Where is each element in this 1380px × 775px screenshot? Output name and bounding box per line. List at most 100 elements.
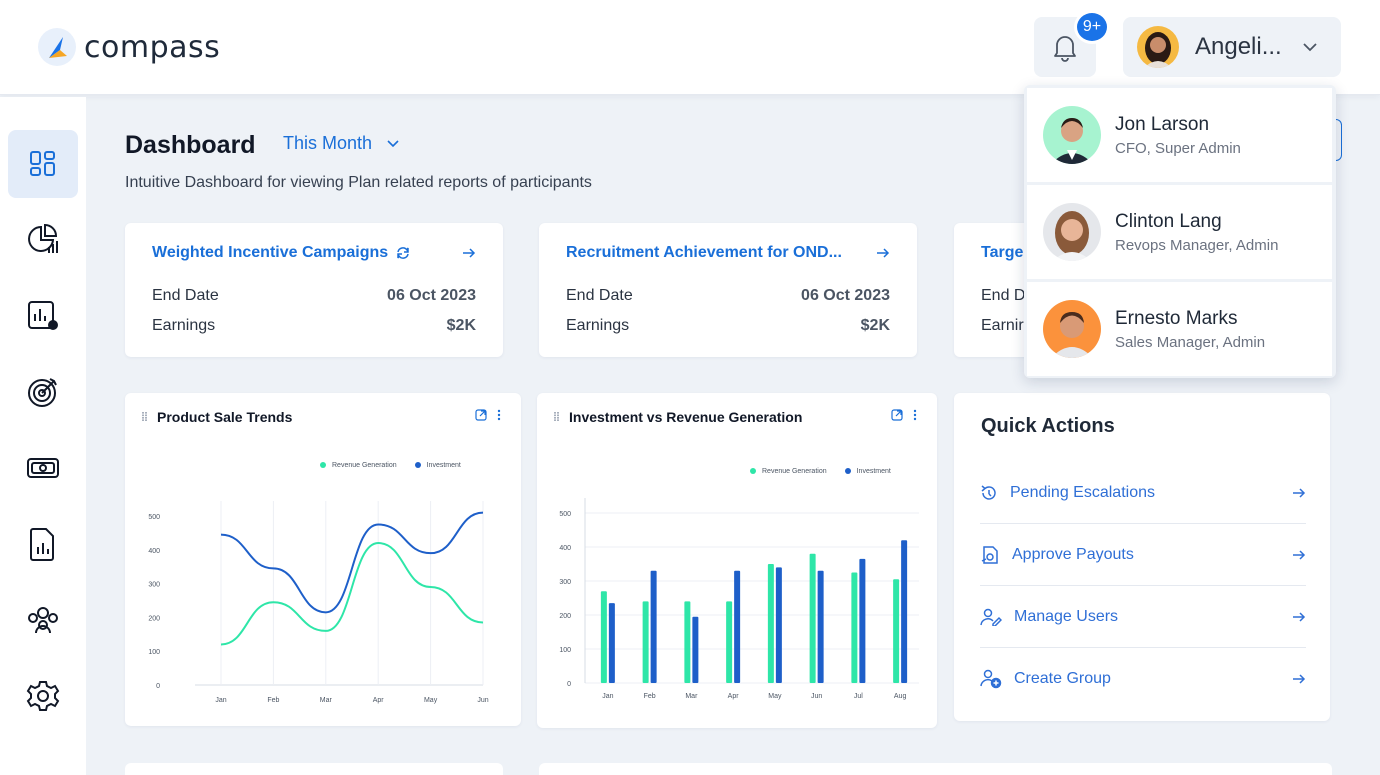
y-tick-label: 500 xyxy=(148,514,160,521)
sidebar-item-targets[interactable] xyxy=(8,358,78,426)
period-label: This Month xyxy=(283,133,373,153)
quick-action-label: Create Group xyxy=(1014,670,1111,687)
bar-revenue-generation xyxy=(726,601,733,683)
legend-investment: Investment xyxy=(414,462,461,469)
end-date-row: End D xyxy=(981,287,1025,305)
y-tick-label: 300 xyxy=(559,579,571,586)
user-option-ernesto-marks[interactable]: Ernesto Marks Sales Manager, Admin xyxy=(1027,282,1332,376)
arrow-right-icon xyxy=(1293,549,1306,560)
end-date-label: End Date xyxy=(566,287,633,304)
notification-badge: 9+ xyxy=(1074,10,1110,44)
arrow-right-icon[interactable] xyxy=(876,247,890,259)
y-tick-label: 400 xyxy=(148,548,160,555)
bar-revenue-generation xyxy=(684,601,691,683)
y-tick-label: 0 xyxy=(156,683,160,690)
x-tick-label: May xyxy=(424,697,438,704)
bar-investment xyxy=(817,570,824,683)
campaign-title: Weighted Incentive Campaigns xyxy=(152,244,389,261)
sidebar-item-documents[interactable] xyxy=(8,510,78,578)
x-tick-label: Mar xyxy=(320,697,333,704)
user-menu-button[interactable]: Angeli... xyxy=(1123,17,1341,77)
user-option-clinton-lang[interactable]: Clinton Lang Revops Manager, Admin xyxy=(1027,185,1332,279)
earnings-value: $2K xyxy=(860,317,890,334)
more-vertical-icon[interactable] xyxy=(497,409,501,421)
x-tick-label: May xyxy=(768,693,782,700)
earnings-label: Earnings xyxy=(152,317,216,334)
campaign-title-row[interactable]: Weighted Incentive Campaigns xyxy=(152,244,410,262)
chart-header: ⁞⁞ Product Sale Trends xyxy=(141,409,292,425)
campaign-card[interactable]: Targe End D Earnir xyxy=(954,223,1034,357)
y-tick-label: 500 xyxy=(559,511,571,518)
expand-icon[interactable] xyxy=(475,409,487,421)
sidebar-item-payouts[interactable] xyxy=(8,434,78,502)
quick-action-manage-users[interactable]: Manage Users xyxy=(980,586,1306,648)
earnings-row: Earnir xyxy=(981,317,1024,335)
earnings-row: Earnings $2K xyxy=(152,317,476,335)
chart-legend: Revenue Generation Investment xyxy=(320,462,461,469)
chevron-down-icon xyxy=(1303,43,1317,52)
more-vertical-icon[interactable] xyxy=(913,409,917,421)
quick-action-approve-payouts[interactable]: Approve Payouts xyxy=(980,524,1306,586)
bar-investment xyxy=(608,603,615,683)
chart-title: Investment vs Revenue Generation xyxy=(569,409,803,425)
sidebar-item-team[interactable] xyxy=(8,586,78,654)
period-selector[interactable]: This Month xyxy=(283,133,400,154)
bar-investment xyxy=(692,616,699,683)
x-tick-label: Jul xyxy=(854,693,863,700)
quick-action-create-group[interactable]: Create Group xyxy=(980,648,1306,710)
y-tick-label: 100 xyxy=(148,649,160,656)
sidebar-item-dashboard[interactable] xyxy=(8,130,78,198)
expand-icon[interactable] xyxy=(891,409,903,421)
chevron-down-icon xyxy=(387,140,399,148)
y-tick-label: 200 xyxy=(559,613,571,620)
earnings-row: Earnings $2K xyxy=(566,317,890,335)
x-tick-label: Jan xyxy=(602,693,613,700)
user-option-role: Revops Manager, Admin xyxy=(1115,236,1279,254)
sidebar-item-settings[interactable] xyxy=(8,662,78,730)
sidebar-item-report-settings[interactable] xyxy=(8,282,78,350)
end-date-value: 06 Oct 2023 xyxy=(387,287,476,304)
bar-investment xyxy=(734,570,741,683)
campaign-card[interactable]: Recruitment Achievement for OND... End D… xyxy=(539,223,917,357)
user-option-name: Ernesto Marks xyxy=(1115,307,1238,329)
x-tick-label: Feb xyxy=(644,693,656,700)
sidebar-item-reports[interactable] xyxy=(8,206,78,274)
drag-handle-icon[interactable]: ⁞⁞ xyxy=(141,410,148,424)
product-sale-trends-card: ⁞⁞ Product Sale Trends Revenue Generatio… xyxy=(125,393,521,726)
campaign-title-row[interactable]: Recruitment Achievement for OND... xyxy=(566,244,842,262)
compass-logo-icon xyxy=(38,28,76,66)
campaign-title: Targe xyxy=(981,244,1024,261)
user-avatar xyxy=(1043,300,1101,358)
quick-actions-title: Quick Actions xyxy=(981,415,1115,437)
x-tick-label: Aug xyxy=(894,693,907,700)
y-tick-label: 0 xyxy=(567,681,571,688)
user-switch-dropdown: Jon Larson CFO, Super Admin Clinton Lang… xyxy=(1024,85,1336,378)
document-chart-icon xyxy=(30,528,54,561)
drag-handle-icon[interactable]: ⁞⁞ xyxy=(553,410,560,424)
pie-report-icon xyxy=(28,223,58,253)
chart-title: Product Sale Trends xyxy=(157,409,293,425)
bell-icon xyxy=(1054,36,1076,62)
team-icon xyxy=(28,607,58,634)
line-series-investment xyxy=(220,511,484,614)
campaign-card[interactable]: Weighted Incentive Campaigns End Date 06… xyxy=(125,223,503,357)
bar-revenue-generation xyxy=(767,564,774,683)
money-icon xyxy=(27,458,59,478)
escalation-icon xyxy=(981,484,996,500)
hidden-button-edge[interactable] xyxy=(1330,119,1342,161)
logo[interactable]: compass xyxy=(38,28,220,66)
bar-investment xyxy=(901,540,908,683)
campaign-title-row[interactable]: Targe xyxy=(981,244,1023,262)
arrow-right-icon[interactable] xyxy=(462,247,476,259)
top-bar: compass 9+ Angeli... xyxy=(0,0,1380,95)
quick-action-pending-escalations[interactable]: Pending Escalations xyxy=(980,462,1306,524)
line-chart: Jan Feb Mar Apr May Jun 0 100 200 300 400 500 xyxy=(148,501,489,704)
campaign-title: Recruitment Achievement for OND... xyxy=(566,244,842,261)
add-group-icon xyxy=(980,669,1002,689)
y-tick-label: 300 xyxy=(148,582,160,589)
user-option-jon-larson[interactable]: Jon Larson CFO, Super Admin xyxy=(1027,88,1332,182)
bar-revenue-generation xyxy=(851,572,858,683)
bar-revenue-generation xyxy=(893,579,900,683)
page-subtitle: Intuitive Dashboard for viewing Plan rel… xyxy=(125,174,592,191)
quick-actions-card: Quick Actions Pending Escalations Approv… xyxy=(954,393,1330,721)
